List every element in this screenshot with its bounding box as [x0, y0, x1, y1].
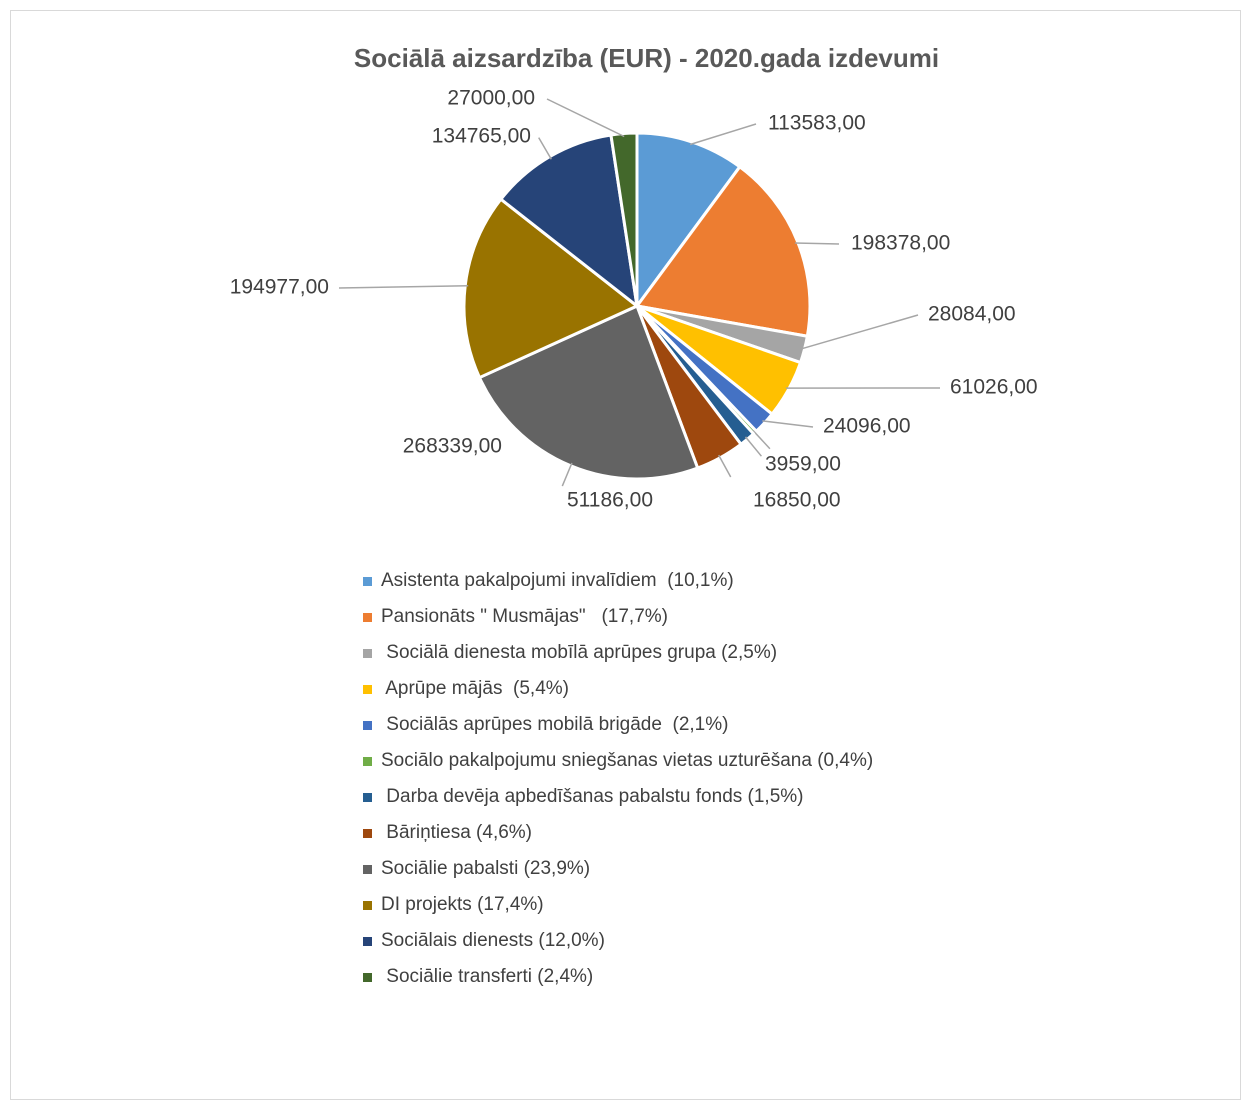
leader-line	[339, 286, 468, 288]
data-label: 198378,00	[851, 232, 950, 255]
legend-item: DI projekts (17,4%)	[363, 887, 873, 923]
leader-line	[539, 138, 552, 160]
leader-line	[547, 99, 624, 137]
legend-item: Sociālie pabalsti (23,9%)	[363, 851, 873, 887]
legend-label: Sociālās aprūpes mobilā brigāde (2,1%)	[381, 714, 728, 736]
data-label: 28084,00	[928, 303, 1016, 326]
data-label: 268339,00	[403, 435, 502, 458]
legend-label: Sociālais dienests (12,0%)	[381, 930, 605, 952]
leader-line	[562, 463, 572, 486]
leader-line	[795, 243, 839, 244]
leader-line	[802, 315, 919, 349]
data-label: 113583,00	[768, 112, 866, 135]
legend-label: Asistenta pakalpojumi invalīdiem (10,1%)	[381, 570, 734, 592]
legend-item: Aprūpe mājās (5,4%)	[363, 671, 873, 707]
legend-swatch	[363, 721, 372, 730]
legend-label: Sociālie transferti (2,4%)	[381, 966, 593, 988]
legend-item: Darba devēja apbedīšanas pabalstu fonds …	[363, 779, 873, 815]
legend-swatch	[363, 649, 372, 658]
legend-label: Sociālie pabalsti (23,9%)	[381, 858, 590, 880]
legend-label: DI projekts (17,4%)	[381, 894, 544, 916]
legend-item: Sociālās aprūpes mobilā brigāde (2,1%)	[363, 707, 873, 743]
legend-label: Pansionāts " Musmājas" (17,7%)	[381, 606, 668, 628]
legend-swatch	[363, 613, 372, 622]
leader-line	[746, 437, 762, 456]
data-label: 16850,00	[753, 489, 841, 512]
leader-line	[719, 455, 731, 477]
legend-item: Sociālie transferti (2,4%)	[363, 959, 873, 995]
legend-swatch	[363, 793, 372, 802]
chart-area: Sociālā aizsardzība (EUR) - 2020.gada iz…	[10, 10, 1241, 1100]
legend-label: Sociālo pakalpojumu sniegšanas vietas uz…	[381, 750, 873, 772]
data-label: 3959,00	[765, 453, 841, 476]
legend-swatch	[363, 757, 372, 766]
leader-line	[690, 124, 756, 145]
legend-item: Sociālais dienests (12,0%)	[363, 923, 873, 959]
legend-swatch	[363, 901, 372, 910]
data-label: 24096,00	[823, 415, 911, 438]
legend-swatch	[363, 937, 372, 946]
data-label: 194977,00	[230, 276, 329, 299]
data-label: 27000,00	[447, 87, 535, 110]
legend-item: Sociālo pakalpojumu sniegšanas vietas uz…	[363, 743, 873, 779]
leader-line	[762, 421, 813, 427]
legend-item: Pansionāts " Musmājas" (17,7%)	[363, 599, 873, 635]
legend: Asistenta pakalpojumi invalīdiem (10,1%)…	[363, 563, 873, 995]
legend-swatch	[363, 865, 372, 874]
legend-label: Bāriņtiesa (4,6%)	[381, 822, 532, 844]
legend-label: Sociālā dienesta mobīlā aprūpes grupa (2…	[381, 642, 777, 664]
legend-swatch	[363, 973, 372, 982]
legend-swatch	[363, 577, 372, 586]
legend-item: Asistenta pakalpojumi invalīdiem (10,1%)	[363, 563, 873, 599]
legend-swatch	[363, 685, 372, 694]
data-label: 61026,00	[950, 376, 1038, 399]
legend-swatch	[363, 829, 372, 838]
data-label: 134765,00	[432, 125, 531, 148]
leader-line	[753, 430, 770, 448]
legend-item: Sociālā dienesta mobīlā aprūpes grupa (2…	[363, 635, 873, 671]
data-label: 51186,00	[567, 489, 653, 512]
legend-label: Aprūpe mājās (5,4%)	[381, 678, 569, 700]
legend-item: Bāriņtiesa (4,6%)	[363, 815, 873, 851]
legend-label: Darba devēja apbedīšanas pabalstu fonds …	[381, 786, 804, 808]
